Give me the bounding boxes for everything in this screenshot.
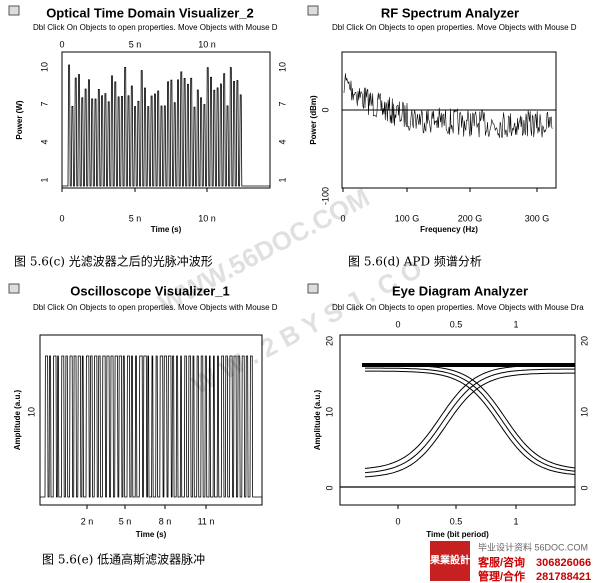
top-tick-label: 0.5 xyxy=(450,319,463,329)
eye-trace xyxy=(364,368,575,474)
left-tick-label: 10 xyxy=(39,62,49,72)
window-icon xyxy=(307,283,319,294)
bottom-tick-label: 11 n xyxy=(198,516,215,526)
y-axis-label: Power (dBm) xyxy=(309,95,318,145)
bottom-tick-label: 0 xyxy=(59,213,64,223)
logo-box xyxy=(430,541,470,581)
figure-hint: Dbl Click On Objects to open properties.… xyxy=(332,303,584,312)
figure: Oscilloscope Visualizer_1 Dbl Click On Ob… xyxy=(8,283,278,567)
top-tick-label: 0 xyxy=(395,319,400,329)
logo-site: 毕业设计资料 56DOC.COM xyxy=(478,541,588,552)
left-tick-label: -100 xyxy=(320,187,330,205)
logo-label: 客服/咨询 xyxy=(477,555,525,569)
plot-frame xyxy=(341,51,557,189)
right-tick-label: 0 xyxy=(579,485,589,490)
x-axis-label: Frequency (Hz) xyxy=(420,225,478,234)
left-tick-label: 4 xyxy=(39,139,49,144)
bottom-tick-label: 1 xyxy=(513,516,518,526)
figure-title: Optical Time Domain Visualizer_2 xyxy=(46,5,254,20)
eye-trace xyxy=(364,372,575,478)
figure-title: Oscilloscope Visualizer_1 xyxy=(70,283,229,298)
top-tick-label: 1 xyxy=(513,319,518,329)
eye-trace xyxy=(365,364,576,469)
bottom-tick-label: 10 n xyxy=(198,213,216,223)
window-icon xyxy=(307,5,319,16)
bottom-tick-label: 5 n xyxy=(129,213,142,223)
figure-caption: 图 5.6(e) 低通高斯滤波器脉冲 xyxy=(42,552,205,567)
figure: Eye Diagram Analyzer Dbl Click On Objects… xyxy=(307,283,589,539)
plot-frame xyxy=(61,51,271,189)
bottom-tick-label: 0 xyxy=(395,516,400,526)
y-axis-label: Amplitude (a.u.) xyxy=(13,389,22,450)
left-tick-label: 0 xyxy=(324,485,334,490)
plot-frame xyxy=(39,334,263,506)
bottom-tick-label: 100 G xyxy=(395,213,420,223)
left-tick-label: 10 xyxy=(324,407,334,417)
bottom-tick-label: 2 n xyxy=(81,516,94,526)
right-tick-label: 20 xyxy=(579,336,589,346)
bottom-tick-label: 0.5 xyxy=(450,516,463,526)
figure-title: Eye Diagram Analyzer xyxy=(392,283,528,298)
waveform xyxy=(62,64,270,187)
bottom-tick-label: 200 G xyxy=(458,213,483,223)
logo-number: 281788421 xyxy=(536,571,591,583)
figure-caption: 图 5.6(d) APD 频谱分析 xyxy=(348,255,482,269)
left-tick-label: 10 xyxy=(26,407,36,417)
left-tick-label: 1 xyxy=(39,177,49,182)
top-tick-label: 10 n xyxy=(198,39,216,49)
spectrum xyxy=(343,73,553,139)
y-axis-label: Amplitude (a.u.) xyxy=(313,389,322,450)
x-axis-label: Time (bit period) xyxy=(426,530,489,539)
logo-label: 管理/合作 xyxy=(478,569,525,583)
x-axis-label: Time (s) xyxy=(151,225,182,234)
figure-caption: 图 5.6(c) 光滤波器之后的光脉冲波形 xyxy=(14,254,213,269)
y-axis-label: Power (W) xyxy=(15,100,24,139)
figure-hint: Dbl Click On Objects to open properties.… xyxy=(33,23,278,32)
bottom-tick-label: 8 n xyxy=(159,516,172,526)
bottom-tick-label: 300 G xyxy=(525,213,550,223)
right-tick-label: 10 xyxy=(277,62,287,72)
waveform xyxy=(40,355,262,498)
eye-trace xyxy=(365,367,576,472)
logo: 果業設計 毕业设计资料 56DOC.COM 客服/咨询 306826066 管理… xyxy=(429,541,591,583)
right-tick-label: 1 xyxy=(277,177,287,182)
eye-trace xyxy=(365,370,576,475)
window-icon xyxy=(8,5,20,16)
right-tick-label: 4 xyxy=(277,139,287,144)
right-tick-label: 10 xyxy=(579,407,589,417)
figure-title: RF Spectrum Analyzer xyxy=(381,5,519,20)
top-tick-label: 5 n xyxy=(129,39,142,49)
bottom-tick-label: 5 n xyxy=(119,516,132,526)
plot-frame xyxy=(339,334,576,506)
x-axis-label: Time (s) xyxy=(136,530,167,539)
logo-mark: 果業設計 xyxy=(429,554,470,567)
left-tick-label: 0 xyxy=(320,107,330,112)
top-tick-label: 0 xyxy=(59,39,64,49)
left-tick-label: 20 xyxy=(324,336,334,346)
logo-number: 306826066 xyxy=(536,557,591,569)
window-icon xyxy=(8,283,20,294)
eye-trace xyxy=(364,364,575,469)
figure-hint: Dbl Click On Objects to open properties.… xyxy=(332,23,577,32)
bottom-tick-label: 0 xyxy=(340,213,345,223)
right-tick-label: 7 xyxy=(277,101,287,106)
figure: Optical Time Domain Visualizer_2 Dbl Clic… xyxy=(8,5,287,269)
figure-hint: Dbl Click On Objects to open properties.… xyxy=(33,303,278,312)
figure: RF Spectrum Analyzer Dbl Click On Objects… xyxy=(307,5,577,269)
left-tick-label: 7 xyxy=(39,101,49,106)
